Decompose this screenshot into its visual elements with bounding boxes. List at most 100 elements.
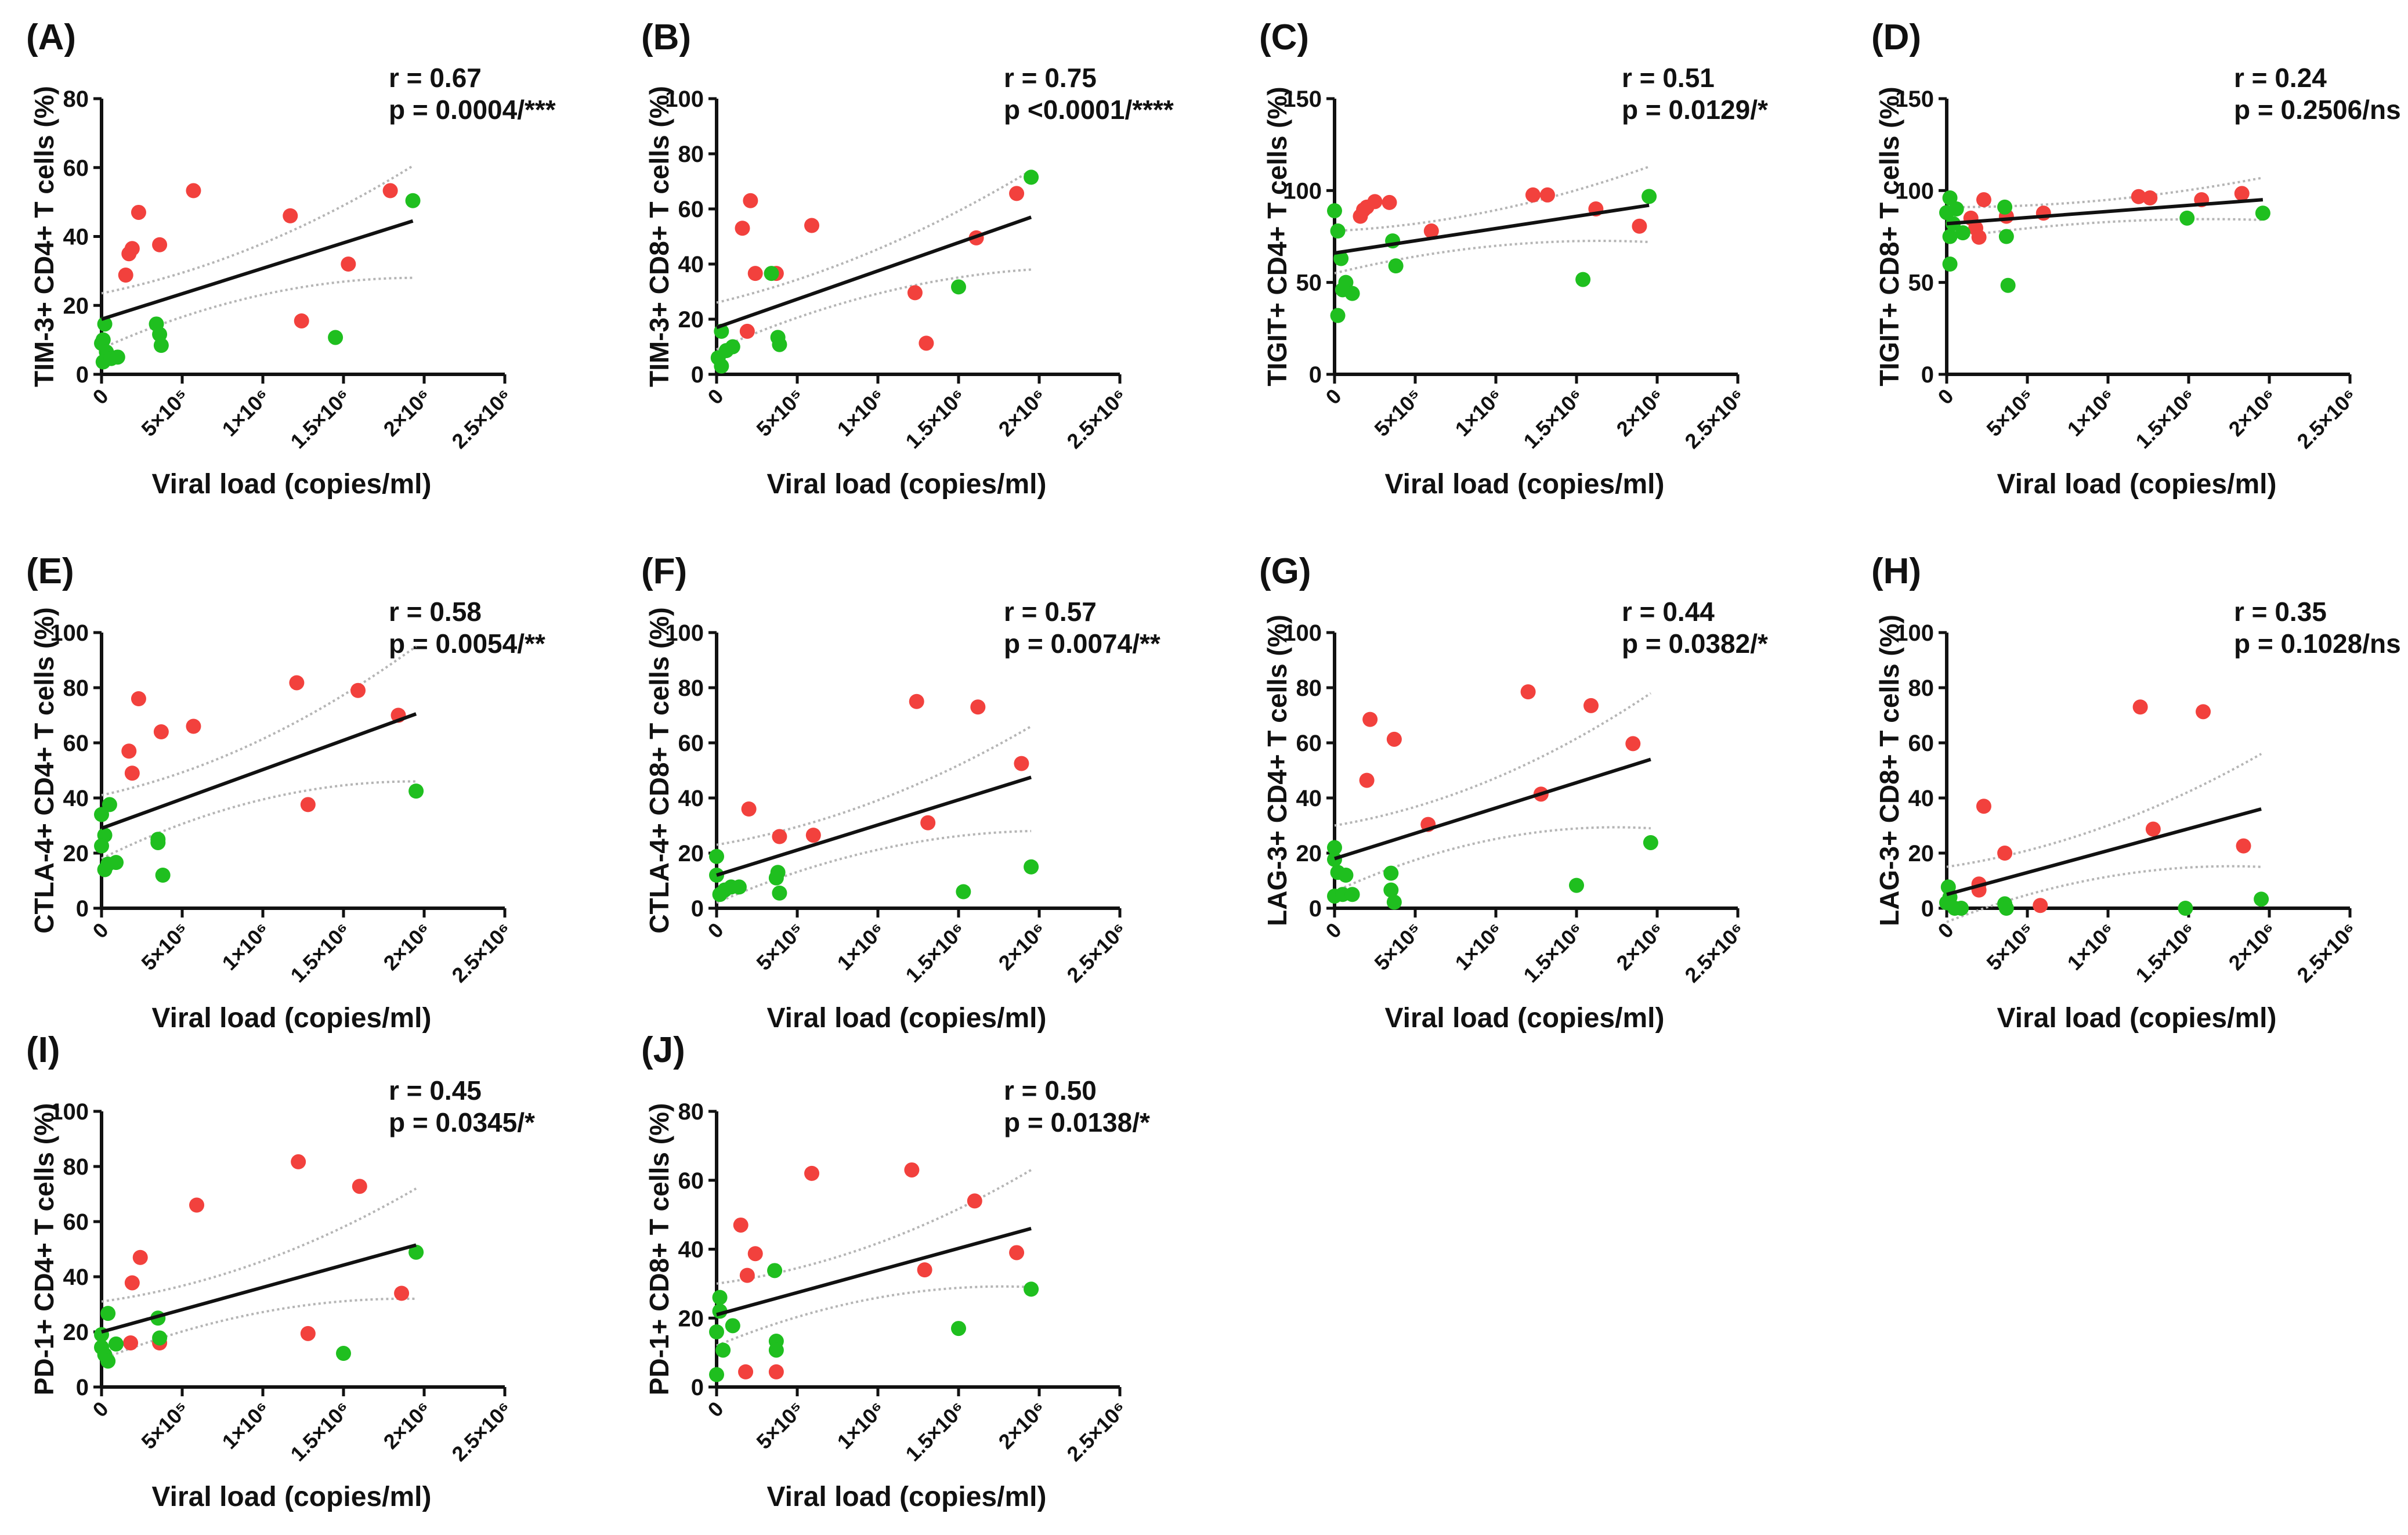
ci-lower-band (716, 1285, 1032, 1347)
data-point-red (768, 1364, 784, 1379)
y-axis-title: TIGIT+ CD8+ T cells (%) (1874, 86, 1904, 386)
data-point-red (739, 323, 755, 339)
panel-label: (G) (1259, 551, 1311, 591)
y-tick-label: 20 (1296, 841, 1322, 866)
p-value: p = 0.0054/** (389, 629, 545, 659)
y-axis-title: LAG-3+ CD8+ T cells (%) (1874, 615, 1904, 926)
ci-lower-band (101, 276, 413, 350)
y-tick-label: 40 (63, 786, 89, 811)
data-point-red (904, 1162, 920, 1178)
data-point-red (2145, 821, 2161, 837)
regression-line (1946, 198, 2264, 226)
x-tick-label: 1×10⁶ (218, 1397, 274, 1454)
data-point-red (917, 1262, 932, 1278)
data-point-green (2179, 210, 2195, 226)
correlation-r: r = 0.75 (1004, 63, 1097, 93)
data-point-green (1388, 258, 1404, 274)
data-point-green (1024, 169, 1039, 185)
regression-line (716, 775, 1032, 877)
data-point-red (124, 1275, 140, 1291)
y-tick-label: 80 (678, 676, 704, 701)
p-value: p = 0.0129/* (1622, 95, 1768, 125)
data-point-green (1386, 894, 1402, 910)
x-axis-title: Viral load (copies/ml) (1997, 1003, 2277, 1034)
regression-line (716, 1226, 1032, 1317)
x-tick-label: 5×10⁵ (1369, 384, 1426, 441)
x-axis-title: Viral load (copies/ml) (1385, 1003, 1665, 1034)
data-point-green (768, 870, 784, 886)
y-axis-title: TIM-3+ CD4+ T cells (%) (29, 86, 59, 387)
data-point-green (1327, 203, 1342, 219)
panel-label: (H) (1871, 551, 1921, 591)
x-tick-label: 1.5×10⁶ (901, 384, 970, 453)
data-point-red (805, 828, 821, 843)
data-point-red (152, 237, 168, 252)
data-point-red (2142, 190, 2158, 205)
y-tick-label: 20 (678, 841, 704, 866)
data-point-green (1344, 286, 1360, 301)
ci-upper-band (716, 169, 1032, 304)
data-point-red (919, 335, 934, 351)
x-tick-label: 1.5×10⁶ (2131, 384, 2200, 453)
correlation-r: r = 0.45 (389, 1075, 482, 1106)
ci-lower-band (1946, 218, 2263, 240)
data-point-red (772, 829, 787, 844)
x-tick-label: 1×10⁶ (833, 918, 890, 975)
correlation-r: r = 0.24 (2234, 63, 2327, 93)
y-tick-label: 60 (678, 1168, 704, 1194)
data-point-green (715, 1342, 731, 1358)
p-value: p = 0.2506/ns (2234, 95, 2401, 125)
data-point-green (1338, 868, 1354, 883)
data-point-green (1383, 882, 1399, 898)
panel-label: (A) (26, 17, 76, 57)
data-point-red (907, 285, 923, 301)
x-tick-label: 2×10⁶ (994, 1397, 1051, 1454)
panel-j: (J) r = 0.50 p = 0.0138/* PD-1+ CD8+ T cell… (615, 1013, 1219, 1535)
data-point-red (1520, 684, 1536, 700)
x-tick-label: 2.5×10⁶ (1062, 384, 1131, 453)
data-point-red (124, 241, 140, 257)
y-axis-title: LAG-3+ CD4+ T cells (%) (1262, 615, 1292, 926)
x-tick-label: 2×10⁶ (2224, 384, 2281, 441)
x-tick-label: 2.5×10⁶ (447, 384, 516, 453)
panel-label: (B) (641, 17, 691, 57)
y-tick-label: 20 (63, 293, 89, 319)
data-point-green (152, 327, 168, 342)
panel-b: (B) r = 0.75 p <0.0001/**** TIM-3+ CD8+ T c… (615, 0, 1219, 522)
x-tick-label: 2.5×10⁶ (2292, 384, 2361, 453)
y-tick-label: 80 (63, 1154, 89, 1180)
data-point-green (1955, 225, 1970, 241)
data-point-green (150, 835, 166, 850)
x-tick-label: 2.5×10⁶ (1680, 384, 1749, 453)
p-value: p = 0.0345/* (389, 1107, 535, 1137)
correlation-r: r = 0.67 (389, 63, 482, 93)
data-point-red (1382, 194, 1397, 210)
panel-i: (I) r = 0.45 p = 0.0345/* PD-1+ CD4+ T cell… (0, 1013, 603, 1535)
data-point-green (768, 1342, 784, 1358)
x-axis-title: Viral load (copies/ml) (152, 469, 432, 500)
ci-upper-band (1946, 176, 2264, 208)
data-point-red (289, 675, 305, 691)
y-tick-label: 0 (691, 362, 704, 388)
x-tick-label: 0 (1933, 918, 1958, 943)
data-point-red (283, 208, 298, 223)
y-tick-label: 20 (678, 1306, 704, 1331)
panel-label: (I) (26, 1030, 60, 1070)
data-point-green (1575, 272, 1591, 287)
y-tick-label: 150 (1895, 86, 1934, 112)
y-tick-label: 40 (63, 225, 89, 250)
data-point-red (300, 797, 316, 812)
y-tick-label: 20 (63, 841, 89, 866)
y-tick-label: 80 (63, 676, 89, 701)
data-point-red (1014, 756, 1029, 771)
y-tick-label: 80 (1908, 676, 1935, 701)
data-point-green (709, 1324, 724, 1339)
data-point-green (94, 807, 109, 822)
panel-label: (J) (641, 1030, 685, 1070)
data-point-red (1359, 772, 1375, 788)
data-point-green (1024, 1281, 1039, 1297)
data-point-green (1024, 859, 1039, 875)
ci-upper-band (101, 1187, 417, 1303)
data-point-red (1356, 202, 1372, 218)
data-point-green (336, 1346, 351, 1361)
